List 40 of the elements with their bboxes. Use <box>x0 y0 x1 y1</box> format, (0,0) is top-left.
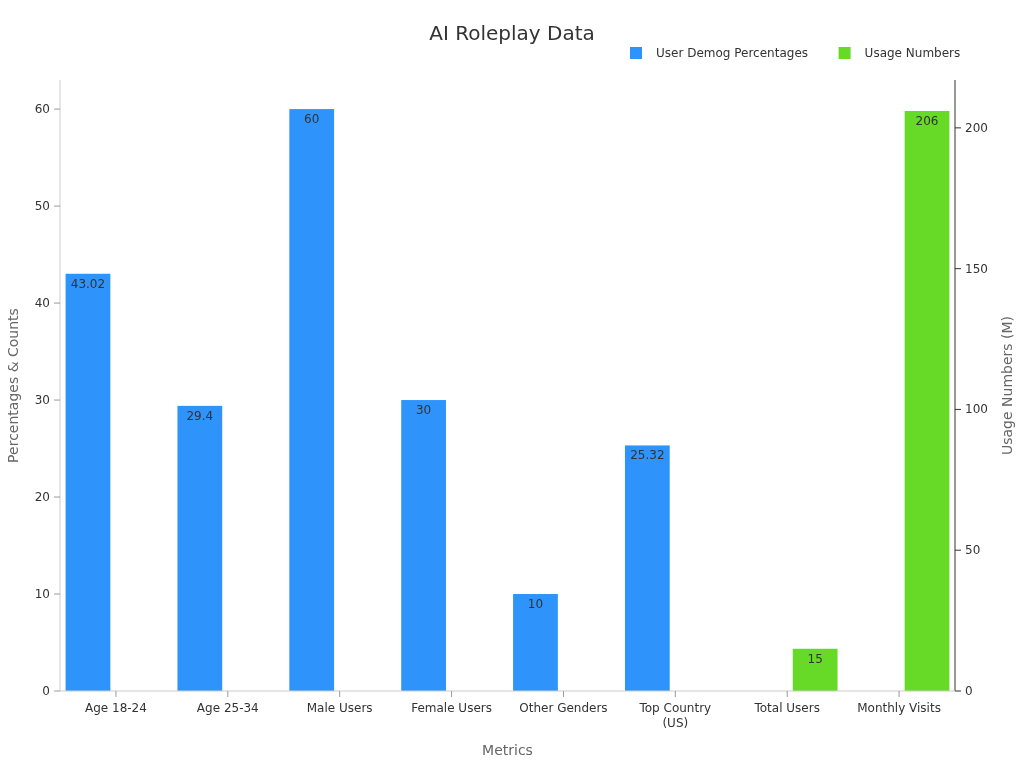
y-tick-label: 40 <box>34 296 50 311</box>
y-tick-label: 30 <box>34 393 50 408</box>
bar <box>289 109 335 691</box>
y-tick-label: 10 <box>34 587 50 602</box>
data-label: 60 <box>304 112 320 127</box>
x-tick-label: Top Country (US) <box>638 701 712 730</box>
bar <box>177 405 223 691</box>
x-tick-label: Total Users <box>753 701 820 715</box>
legend-label: Usage Numbers <box>864 46 961 60</box>
data-label: 15 <box>807 651 823 666</box>
bar <box>513 594 558 691</box>
data-label: 206 <box>915 113 939 128</box>
bar <box>401 400 446 691</box>
data-label: 25.32 <box>630 448 665 463</box>
y2-axis-title: Usage Numbers (M) <box>999 315 1015 456</box>
y-tick-label: 60 <box>34 102 50 117</box>
x-tick-label: Male Users <box>306 701 373 715</box>
y-tick-label: 20 <box>34 490 50 505</box>
x-tick-label: Monthly Visits <box>857 701 941 715</box>
data-label: 29.4 <box>186 408 214 423</box>
y-tick-label: 50 <box>34 199 50 214</box>
x-tick-label: Female Users <box>411 701 492 715</box>
y2-tick-label: 100 <box>965 402 988 417</box>
y-tick-label: 0 <box>42 684 50 698</box>
y2-tick-label: 150 <box>965 261 988 276</box>
x-tick-label: Age 25-34 <box>196 701 259 715</box>
x-tick-label: Age 18-24 <box>84 701 147 715</box>
bar <box>624 445 670 691</box>
data-label: 30 <box>415 403 432 418</box>
y-axis-title: Percentages & Counts <box>5 308 21 463</box>
legend-label: User Demog Percentages <box>656 46 809 60</box>
data-label: 10 <box>527 597 544 612</box>
y2-tick-label: 50 <box>965 543 981 558</box>
chart-title: AI Roleplay Data <box>429 21 595 45</box>
bar <box>65 273 111 691</box>
y2-tick-label: 0 <box>965 684 973 698</box>
x-tick-label: Other Genders <box>519 701 608 715</box>
y2-tick-label: 200 <box>965 120 988 135</box>
data-label: 43.02 <box>70 276 106 291</box>
x-axis-title: Metrics <box>482 742 533 758</box>
